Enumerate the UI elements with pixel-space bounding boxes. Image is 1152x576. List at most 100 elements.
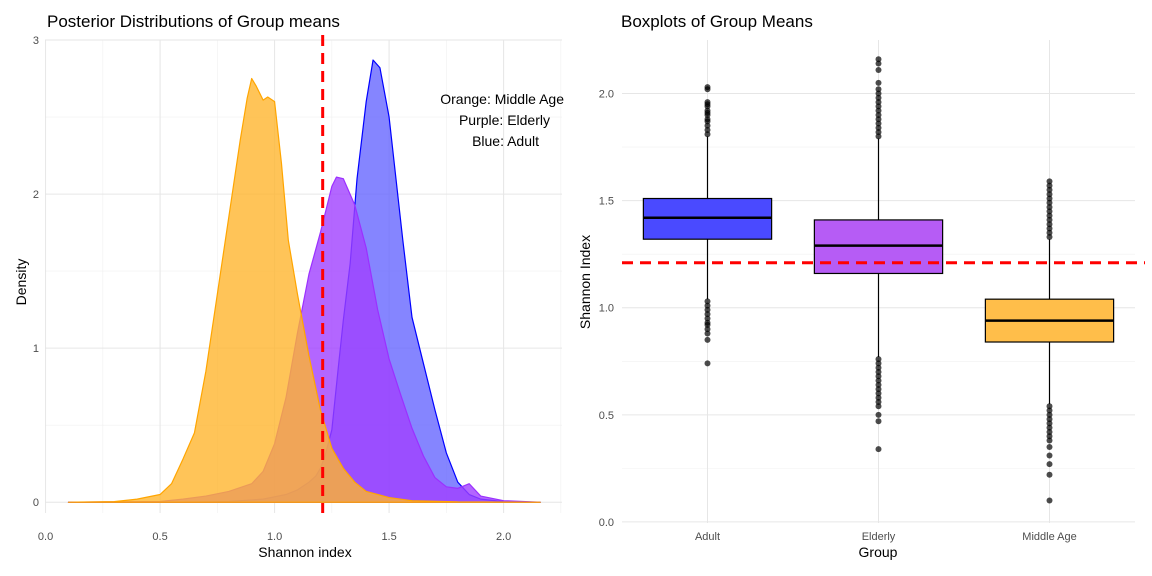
outlier-point — [1046, 178, 1053, 185]
y-tick-label: 2 — [33, 189, 39, 201]
outlier-point — [875, 56, 882, 63]
y-tick-label: 1.0 — [599, 303, 614, 315]
outlier-point — [1046, 437, 1053, 444]
outlier-point — [875, 398, 882, 405]
outlier-point — [875, 446, 882, 453]
density-series — [67, 59, 541, 503]
outlier-point — [704, 360, 711, 367]
outlier-point — [875, 90, 882, 97]
outlier-point — [1046, 195, 1053, 202]
outlier-point — [875, 129, 882, 136]
boxplot-y-axis-title: Shannon Index — [577, 235, 593, 329]
legend-note-adult: Blue: Adult — [472, 133, 539, 149]
boxplot-series — [642, 56, 1115, 504]
outlier-point — [875, 381, 882, 388]
density-x-tick-labels: 0.0 0.5 1.0 1.5 2.0 — [38, 531, 511, 543]
outlier-point — [704, 330, 711, 337]
density-y-tick-labels: 0 1 2 3 — [33, 35, 39, 509]
outlier-point — [875, 103, 882, 110]
outlier-point — [704, 336, 711, 343]
density-area-middle-age — [67, 77, 541, 503]
outlier-point — [704, 126, 711, 133]
outlier-point — [1046, 461, 1053, 468]
outlier-point — [1046, 452, 1053, 459]
y-tick-label: 1.5 — [599, 196, 614, 208]
x-tick-label: 0.0 — [38, 531, 53, 543]
outlier-point — [875, 79, 882, 86]
density-x-axis-title: Shannon index — [258, 544, 351, 560]
outlier-point — [704, 107, 711, 114]
outlier-point — [704, 302, 711, 309]
outlier-point — [875, 377, 882, 384]
legend-note-middle-age: Orange: Middle Age — [440, 91, 564, 107]
boxplot-y-tick-labels: 0.0 0.5 1.0 1.5 2.0 — [599, 89, 614, 529]
x-tick-label: 2.0 — [496, 531, 511, 543]
boxplot-panel: Boxplots of Group Means Adult Elderly Midd… — [577, 12, 1145, 560]
outlier-point — [1046, 416, 1053, 423]
legend-note-elderly: Purple: Elderly — [459, 112, 550, 128]
outlier-point — [1046, 443, 1053, 450]
outlier-point — [875, 116, 882, 123]
x-tick-label: 1.0 — [267, 531, 282, 543]
outlier-point — [704, 306, 711, 313]
outlier-point — [1046, 191, 1053, 198]
outlier-point — [875, 124, 882, 131]
outlier-point — [1046, 411, 1053, 418]
y-tick-label: 0.5 — [599, 410, 614, 422]
outlier-point — [875, 386, 882, 393]
outlier-point — [875, 133, 882, 140]
outlier-point — [1046, 204, 1053, 211]
outlier-point — [704, 298, 711, 305]
outlier-point — [875, 120, 882, 127]
outlier-point — [1046, 216, 1053, 223]
density-y-axis-title: Density — [13, 259, 29, 306]
outlier-point — [704, 131, 711, 138]
y-tick-label: 2.0 — [599, 89, 614, 101]
outlier-point — [875, 364, 882, 371]
outlier-point — [875, 418, 882, 425]
outlier-point — [875, 66, 882, 73]
outlier-point — [875, 394, 882, 401]
outlier-point — [875, 411, 882, 418]
density-chart-title: Posterior Distributions of Group means — [47, 12, 340, 31]
outlier-point — [875, 107, 882, 114]
outlier-point — [1046, 420, 1053, 427]
y-tick-label: 0 — [33, 497, 39, 509]
outlier-point — [875, 86, 882, 93]
x-tick-label: 1.5 — [381, 531, 396, 543]
outlier-point — [704, 321, 711, 328]
outlier-point — [1046, 234, 1053, 241]
x-tick-label: 0.5 — [152, 531, 167, 543]
boxplot-x-axis-title: Group — [859, 544, 898, 560]
outlier-point — [704, 315, 711, 322]
outlier-point — [704, 122, 711, 129]
boxplot-chart-title: Boxplots of Group Means — [621, 12, 813, 31]
box-middle-age — [984, 178, 1115, 504]
x-tick-label: Middle Age — [1022, 531, 1076, 543]
outlier-point — [1046, 182, 1053, 189]
outlier-point — [1046, 403, 1053, 410]
outlier-point — [875, 356, 882, 363]
outlier-point — [1046, 424, 1053, 431]
outlier-point — [1046, 221, 1053, 228]
outlier-point — [875, 390, 882, 397]
boxplot-x-tick-labels: Adult Elderly Middle Age — [695, 531, 1077, 543]
outlier-point — [1046, 428, 1053, 435]
outlier-point — [875, 111, 882, 118]
outlier-point — [1046, 212, 1053, 219]
outlier-point — [1046, 497, 1053, 504]
outlier-point — [1046, 225, 1053, 232]
y-tick-label: 3 — [33, 35, 39, 47]
outlier-point — [1046, 471, 1053, 478]
outlier-point — [1046, 186, 1053, 193]
x-tick-label: Elderly — [862, 531, 896, 543]
outlier-point — [1046, 407, 1053, 414]
outlier-point — [875, 360, 882, 367]
outlier-point — [1046, 229, 1053, 236]
box-adult — [642, 84, 773, 367]
y-tick-label: 1 — [33, 343, 39, 355]
outlier-point — [1046, 199, 1053, 206]
box-elderly — [813, 56, 944, 453]
outlier-point — [704, 311, 711, 318]
